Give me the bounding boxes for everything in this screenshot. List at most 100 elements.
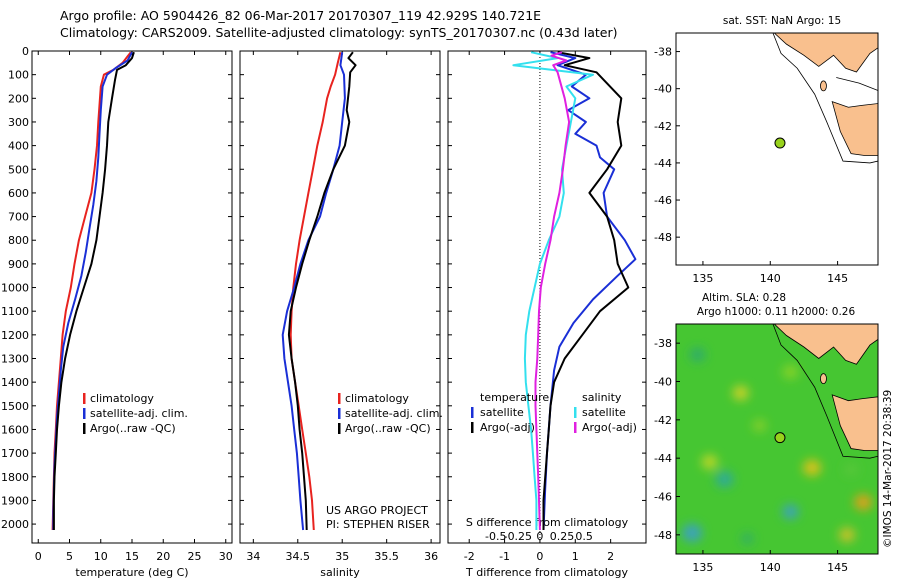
header-line-2: Climatology: CARS2009. Satellite-adjuste… [60, 25, 618, 40]
sla-anomalies [682, 347, 873, 545]
map-y-tick-label: -46 [654, 491, 672, 504]
plot-frame [239, 50, 441, 544]
salinity-tick-label: -0.5 [485, 530, 506, 543]
legend-marker [574, 407, 577, 418]
series-line-argo [52, 51, 135, 530]
sla-map-subtitle: Argo h1000: 0.11 h2000: 0.26 [697, 306, 856, 318]
sla-map: -38 -40 -42 -44 -46 -48 135 140 145 [654, 323, 879, 574]
y-tick-label: 1300 [1, 353, 29, 366]
y-tick-label: 1900 [1, 494, 29, 507]
y-tick-label: 300 [8, 116, 29, 129]
legend-marker [338, 393, 341, 404]
series-line-argo [287, 51, 357, 531]
map-y-tick-label: -46 [654, 194, 672, 207]
series-line-satellite [542, 51, 637, 531]
sst-map: -38 -40 -42 -44 -46 -48 135 140 145 [654, 32, 879, 285]
legend-label: satellite [480, 406, 524, 419]
sla-anomaly [782, 504, 799, 520]
king-island [820, 373, 827, 385]
legend-marker [83, 408, 86, 419]
y-tick-label: 1500 [1, 400, 29, 413]
legend-label: Argo(..raw -QC) [90, 422, 176, 435]
legend-marker [83, 423, 86, 434]
map-y-tick-label: -38 [654, 46, 672, 59]
shelf-contour [772, 324, 878, 459]
x-axis-label: T difference from climatology [465, 566, 628, 579]
salinity-tick-label: 0.25 [550, 530, 575, 543]
y-tick-label: 1800 [1, 471, 29, 484]
imos-timestamp: ©IMOS 14-Mar-2017 20:38:39 [882, 389, 894, 548]
legend-marker [338, 423, 341, 434]
argo-float-marker [774, 137, 786, 149]
x-tick-label: 20 [156, 550, 170, 563]
map-y-tick-label: -44 [654, 452, 672, 465]
map-frame [675, 323, 879, 555]
sla-anomaly [844, 463, 859, 476]
sla-anomaly [854, 494, 873, 511]
legend-marker [471, 407, 474, 418]
x-tick-label: 0 [536, 550, 543, 563]
sla-anomaly [741, 533, 754, 545]
y-tick-label: 1600 [1, 423, 29, 436]
y-tick-label: 1700 [1, 447, 29, 460]
legend-label: Argo(-adj) [582, 421, 637, 434]
sla-anomaly [682, 523, 703, 542]
map-x-tick-label: 140 [760, 561, 781, 574]
plot-frame [31, 50, 233, 544]
y-tick-label: 400 [8, 140, 29, 153]
y-tick-label: 1200 [1, 329, 29, 342]
header-line-1: Argo profile: AO 5904426_82 06-Mar-2017 … [60, 8, 542, 23]
legend-label: climatology [345, 392, 409, 405]
map-x-tick-label: 135 [692, 561, 713, 574]
sst-map-title: sat. SST: NaN Argo: 15 [723, 15, 841, 27]
legend-title: temperature [480, 391, 549, 404]
y-tick-label: 200 [8, 92, 29, 105]
legend-label: satellite-adj. clim. [90, 407, 188, 420]
series-line-climatology [51, 51, 132, 531]
y-tick-label: 700 [8, 211, 29, 224]
sla-anomaly [782, 364, 799, 380]
map-y-tick-label: -40 [654, 83, 672, 96]
plot-frame [447, 50, 647, 544]
map-background [676, 33, 878, 265]
y-tick-label: 800 [8, 234, 29, 247]
y-tick-label: 0 [22, 45, 29, 58]
legend-label: Argo(-adj) [480, 421, 535, 434]
x-tick-label: 5 [66, 550, 73, 563]
x-axis-label: temperature (deg C) [75, 566, 188, 579]
series-line-argo [542, 51, 630, 530]
map-x-tick-label: 145 [827, 561, 848, 574]
map-y-tick-label: -44 [654, 157, 672, 170]
map-y-tick-label: -42 [654, 414, 672, 427]
x-tick-label: 35.5 [374, 550, 399, 563]
x-tick-label: 0 [35, 550, 42, 563]
map-y-tick-label: -48 [654, 231, 672, 244]
king-island [820, 80, 827, 92]
legend-label: satellite [582, 406, 626, 419]
project-annotation: PI: STEPHEN RISER [326, 518, 430, 531]
tasmania-landmass [831, 394, 878, 451]
argo-float-marker [774, 432, 786, 444]
series-line-sat_salinity [512, 51, 594, 530]
legend-label: Argo(..raw -QC) [345, 422, 431, 435]
sla-anomaly [701, 454, 718, 470]
y-tick-label: 1400 [1, 376, 29, 389]
salinity-tick-label: 0 [536, 530, 543, 543]
map-x-tick-label: 140 [760, 272, 781, 285]
x-tick-label: 34 [246, 550, 260, 563]
x-tick-label: -1 [499, 550, 510, 563]
sla-anomaly [752, 419, 767, 432]
x-tick-label: 1 [572, 550, 579, 563]
sla-anomaly [803, 459, 822, 476]
sla-anomaly [689, 347, 706, 362]
map-frame [675, 32, 879, 266]
legend-marker [338, 408, 341, 419]
map-y-tick-label: -40 [654, 376, 672, 389]
x-tick-label: 10 [94, 550, 108, 563]
series-line-satellite [281, 52, 346, 531]
y-tick-label: 1000 [1, 282, 29, 295]
legend-label: climatology [90, 392, 154, 405]
x-tick-label: 25 [188, 550, 202, 563]
map-x-tick-label: 135 [692, 272, 713, 285]
